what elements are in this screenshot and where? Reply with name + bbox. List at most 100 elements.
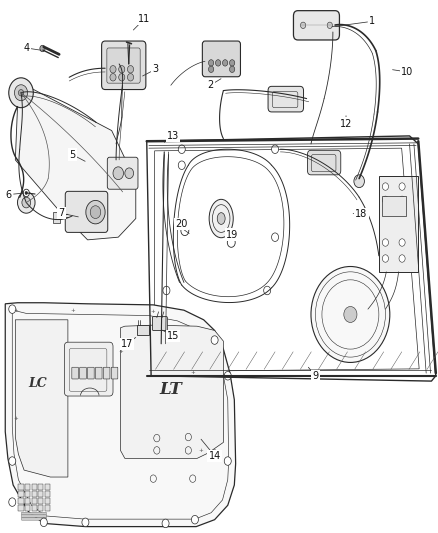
FancyBboxPatch shape — [268, 86, 304, 112]
Circle shape — [230, 60, 235, 66]
FancyBboxPatch shape — [111, 367, 118, 379]
Bar — [18, 498, 24, 504]
FancyBboxPatch shape — [72, 367, 78, 379]
FancyBboxPatch shape — [21, 518, 46, 520]
FancyBboxPatch shape — [103, 367, 110, 379]
FancyBboxPatch shape — [107, 157, 138, 189]
Text: LT: LT — [159, 381, 182, 398]
Circle shape — [127, 74, 134, 81]
Circle shape — [178, 161, 185, 169]
Circle shape — [399, 239, 405, 246]
Circle shape — [9, 457, 16, 465]
Circle shape — [40, 45, 45, 52]
Bar — [382, 196, 406, 216]
Circle shape — [125, 168, 134, 179]
Text: +: + — [13, 416, 18, 421]
Ellipse shape — [217, 213, 225, 224]
Text: +: + — [118, 349, 123, 354]
Circle shape — [382, 255, 389, 262]
Circle shape — [208, 66, 214, 72]
Circle shape — [311, 266, 390, 362]
Circle shape — [162, 519, 169, 528]
Circle shape — [382, 239, 389, 246]
Text: 13: 13 — [167, 131, 179, 141]
Circle shape — [119, 74, 125, 81]
Text: 7: 7 — [58, 208, 64, 218]
Bar — [38, 484, 43, 490]
Circle shape — [230, 66, 235, 72]
Bar — [32, 491, 37, 497]
Circle shape — [215, 60, 221, 66]
Circle shape — [14, 85, 28, 101]
Circle shape — [223, 60, 228, 66]
Bar — [18, 484, 24, 490]
Circle shape — [9, 305, 16, 313]
FancyBboxPatch shape — [88, 367, 94, 379]
Text: 14: 14 — [208, 451, 221, 461]
Text: 12: 12 — [340, 119, 352, 128]
Circle shape — [181, 226, 189, 236]
Circle shape — [18, 192, 35, 213]
Text: LC: LC — [28, 377, 46, 390]
Bar — [45, 484, 50, 490]
Text: 17: 17 — [121, 339, 133, 349]
Text: 10: 10 — [401, 67, 413, 77]
Polygon shape — [120, 325, 223, 458]
Circle shape — [82, 518, 89, 527]
Circle shape — [119, 66, 125, 73]
Text: 15: 15 — [167, 331, 179, 341]
Circle shape — [23, 189, 29, 197]
Text: 20: 20 — [176, 219, 188, 229]
Circle shape — [272, 233, 279, 241]
Circle shape — [382, 183, 389, 190]
Circle shape — [90, 206, 101, 219]
Circle shape — [40, 518, 47, 527]
FancyBboxPatch shape — [95, 367, 102, 379]
Bar — [38, 491, 43, 497]
FancyBboxPatch shape — [65, 191, 108, 232]
Text: 11: 11 — [138, 14, 151, 23]
Circle shape — [354, 175, 364, 188]
Bar — [18, 491, 24, 497]
Circle shape — [227, 238, 235, 247]
Circle shape — [191, 515, 198, 524]
Text: 2: 2 — [207, 80, 213, 90]
Circle shape — [264, 286, 271, 295]
Circle shape — [86, 200, 105, 224]
Bar — [137, 325, 149, 335]
Text: 9: 9 — [312, 371, 318, 381]
Circle shape — [110, 74, 116, 81]
Bar — [38, 505, 43, 511]
FancyBboxPatch shape — [293, 11, 339, 40]
Circle shape — [178, 145, 185, 154]
Bar — [25, 491, 30, 497]
Circle shape — [9, 498, 16, 506]
Ellipse shape — [209, 199, 233, 238]
Bar — [38, 498, 43, 504]
FancyBboxPatch shape — [307, 150, 341, 175]
Circle shape — [399, 196, 405, 204]
Bar — [32, 498, 37, 504]
Bar — [32, 484, 37, 490]
Circle shape — [25, 191, 28, 195]
Bar — [25, 498, 30, 504]
Circle shape — [300, 22, 306, 28]
Polygon shape — [5, 303, 236, 527]
Bar — [45, 498, 50, 504]
Circle shape — [18, 90, 24, 96]
Circle shape — [224, 372, 231, 380]
Circle shape — [208, 60, 214, 66]
Text: 18: 18 — [355, 209, 367, 219]
Circle shape — [344, 306, 357, 322]
Text: 3: 3 — [152, 64, 159, 74]
FancyBboxPatch shape — [102, 41, 146, 90]
Text: 1: 1 — [369, 17, 375, 26]
FancyBboxPatch shape — [202, 41, 240, 77]
Text: 19: 19 — [226, 230, 238, 239]
Bar — [25, 505, 30, 511]
Polygon shape — [15, 88, 136, 240]
Circle shape — [399, 255, 405, 262]
Polygon shape — [15, 320, 68, 477]
Circle shape — [9, 78, 33, 108]
Circle shape — [211, 450, 218, 458]
